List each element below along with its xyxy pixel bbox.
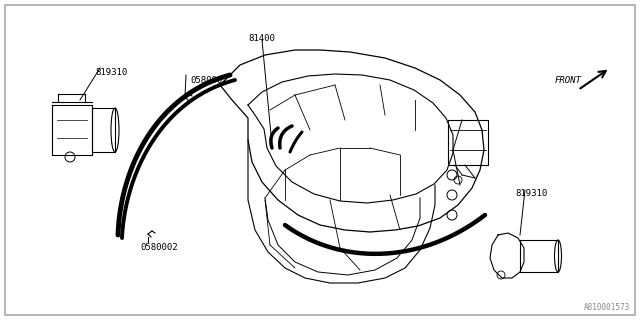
Text: FRONT: FRONT <box>555 76 582 84</box>
Ellipse shape <box>554 240 561 272</box>
Text: 0580002: 0580002 <box>140 244 178 252</box>
Text: A810001573: A810001573 <box>584 303 630 312</box>
Text: 819310: 819310 <box>515 188 547 197</box>
Text: 0580002: 0580002 <box>190 76 228 84</box>
Text: 819310: 819310 <box>95 68 127 76</box>
Ellipse shape <box>111 108 119 152</box>
Text: 81400: 81400 <box>248 34 275 43</box>
